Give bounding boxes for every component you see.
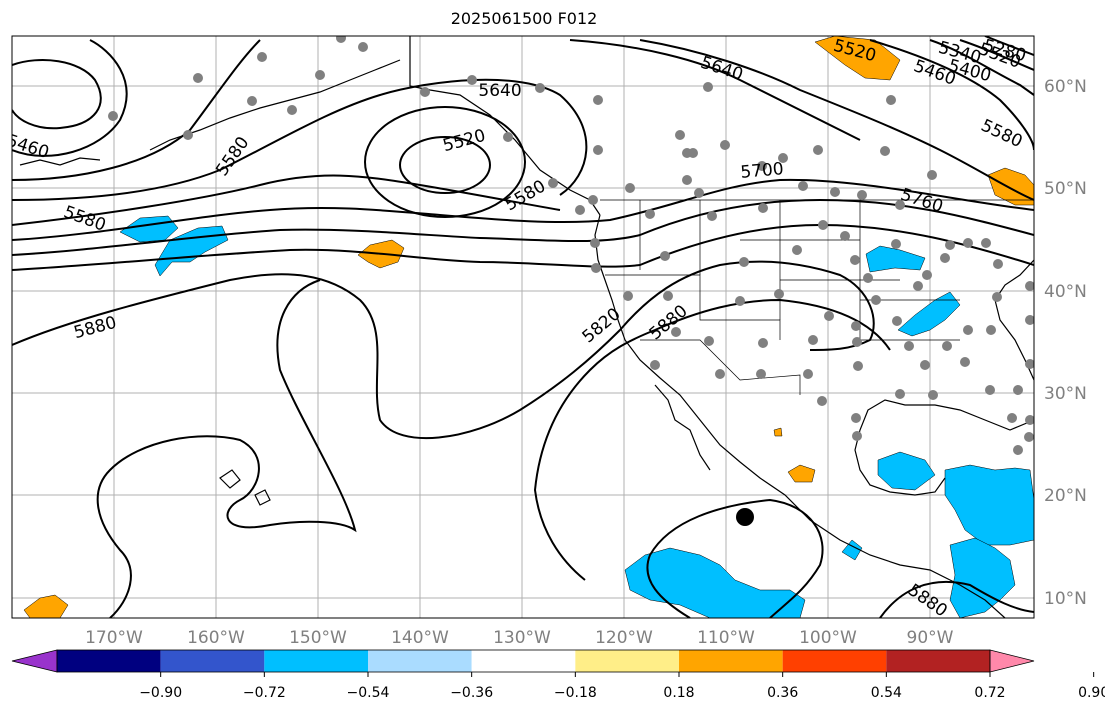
longitude-label: 150°W <box>289 628 347 648</box>
colorbar-segment <box>160 650 265 672</box>
colorbar-segment <box>57 650 161 672</box>
colorbar-tick-label: −0.54 <box>347 685 390 701</box>
colorbar-left-extension <box>11 649 58 673</box>
longitude-labels: 170°W 160°W 150°W 140°W 130°W 120°W 110°W 100°W… <box>85 628 954 648</box>
colorbar-tick-label: 0.72 <box>974 685 1005 701</box>
colorbar-segment <box>471 650 576 672</box>
colorbar-frame <box>56 649 991 673</box>
longitude-label: 140°W <box>391 628 449 648</box>
colorbar-segment <box>886 650 990 672</box>
station-markers <box>108 36 1034 455</box>
latitude-label: 60°N <box>1044 77 1087 97</box>
latitude-label: 10°N <box>1044 589 1087 609</box>
colorbar-tick-label: 0.36 <box>767 685 798 701</box>
colorbar-segment <box>575 650 679 672</box>
colorbar-tick-label: −0.72 <box>243 685 286 701</box>
longitude-label: 90°W <box>907 628 954 648</box>
colorbar-tick-label: −0.18 <box>554 685 597 701</box>
height-contours <box>12 36 1034 618</box>
longitude-label: 170°W <box>85 628 143 648</box>
small-low-marker <box>736 508 754 526</box>
colorbar-ticks: −0.90 −0.72 −0.54 −0.36 −0.18 0.18 0.36 0.54 0.7… <box>139 672 1105 701</box>
longitude-label: 160°W <box>187 628 245 648</box>
longitude-label: 110°W <box>697 628 755 648</box>
colorbar-tick-label: −0.36 <box>450 685 493 701</box>
negative-anomaly-shading <box>119 215 1034 618</box>
plot-frame <box>11 35 1035 619</box>
colorbar-segment <box>368 650 472 672</box>
colorbar-segment <box>264 650 368 672</box>
colorbar-tick-label: 0.54 <box>871 685 902 701</box>
latitude-labels: 60°N 50°N 40°N 30°N 20°N 10°N <box>1044 77 1087 609</box>
colorbar-right-extension <box>989 649 1035 673</box>
latitude-label: 50°N <box>1044 179 1087 199</box>
contour-label: 5700 <box>740 159 785 183</box>
colorbar-segment <box>782 650 887 672</box>
colorbar-tick-label: 0.18 <box>663 685 694 701</box>
colorbar-segment <box>679 650 783 672</box>
colorbar-tick-label: −0.90 <box>139 685 182 701</box>
latitude-label: 20°N <box>1044 486 1087 506</box>
latitude-label: 30°N <box>1044 384 1087 404</box>
latitude-label: 40°N <box>1044 282 1087 302</box>
plot-area <box>12 36 1034 618</box>
longitude-label: 130°W <box>493 628 551 648</box>
map-title: 2025061500 F012 <box>450 9 598 28</box>
colorbar-tick-label: 0.90 <box>1078 685 1105 701</box>
positive-anomaly-shading <box>23 36 1034 618</box>
longitude-label: 120°W <box>595 628 653 648</box>
colorbar <box>11 649 1035 673</box>
longitude-label: 100°W <box>799 628 857 648</box>
contour-label: 5640 <box>478 81 521 101</box>
